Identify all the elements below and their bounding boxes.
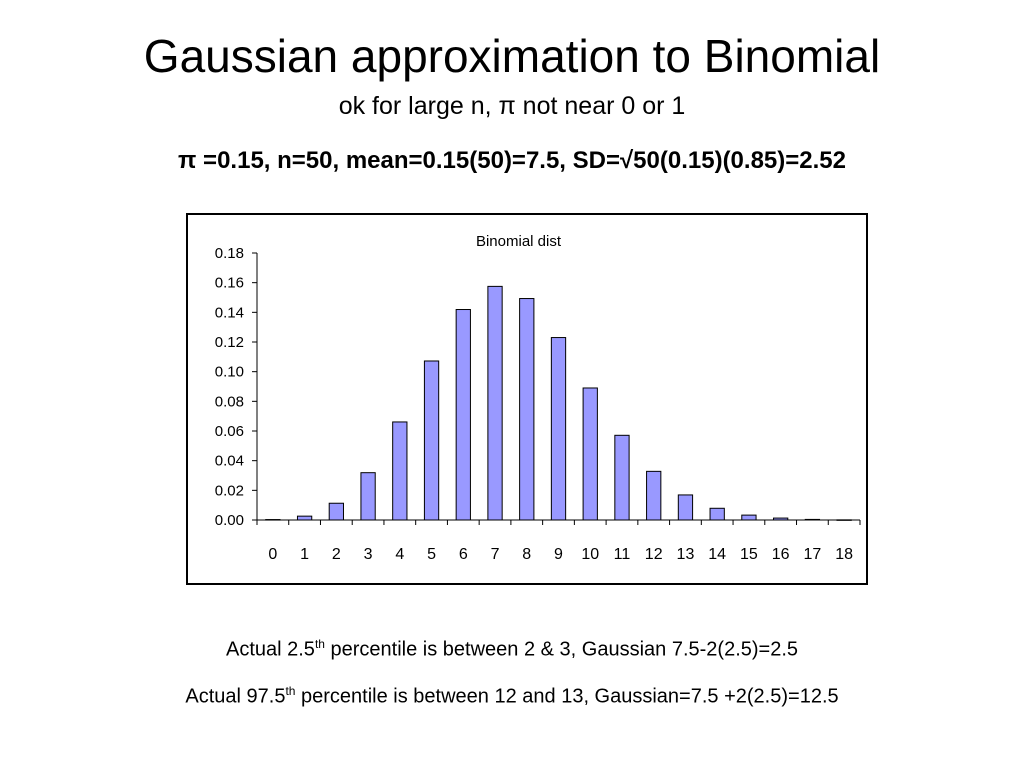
x-tick-label: 9 bbox=[554, 546, 563, 563]
x-tick-label: 6 bbox=[459, 546, 468, 563]
y-tick-label: 0.18 bbox=[215, 245, 244, 262]
y-tick-label: 0.04 bbox=[215, 453, 244, 470]
note-superscript: th bbox=[314, 637, 325, 651]
x-tick-label: 11 bbox=[614, 546, 631, 563]
bar bbox=[265, 519, 281, 521]
note-97-5-percentile: Actual 97.5th percentile is between 12 a… bbox=[0, 677, 1024, 711]
x-tick-label: 3 bbox=[364, 546, 373, 563]
note-2-5-percentile: Actual 2.5th percentile is between 2 & 3… bbox=[0, 630, 1024, 664]
note-superscript: th bbox=[285, 684, 296, 698]
x-tick-label: 18 bbox=[835, 546, 853, 563]
x-tick-label: 5 bbox=[427, 546, 436, 563]
bar bbox=[804, 518, 821, 521]
note-text-start: Actual 2.5 bbox=[225, 638, 315, 661]
note-text-start: Actual 97.5 bbox=[185, 685, 286, 708]
y-tick-label: 0.16 bbox=[215, 275, 244, 292]
bar bbox=[646, 470, 662, 521]
y-tick-label: 0.10 bbox=[215, 364, 244, 381]
bar bbox=[614, 434, 630, 521]
bar bbox=[773, 517, 789, 521]
slide-title: Gaussian approximation to Binomial bbox=[143, 30, 881, 82]
x-tick-label: 2 bbox=[332, 546, 341, 563]
bar bbox=[582, 387, 598, 521]
bar bbox=[741, 514, 757, 521]
bar bbox=[836, 519, 852, 521]
bar bbox=[550, 337, 567, 521]
x-tick-label: 14 bbox=[708, 546, 726, 563]
y-tick-label: 0.06 bbox=[215, 423, 244, 440]
note-text-end: percentile is between 2 & 3, Gaussian 7.… bbox=[324, 638, 799, 661]
x-tick-label: 8 bbox=[522, 546, 531, 563]
bar bbox=[360, 472, 376, 521]
bar bbox=[423, 360, 440, 521]
y-tick-label: 0.02 bbox=[215, 482, 244, 499]
binomial-bar-chart: Binomial dist 0.00 0.02 0.04 0.06 0.08 0.10 0.1… bbox=[215, 233, 861, 563]
chart-title: Binomial dist bbox=[476, 233, 562, 250]
x-tick-label: 13 bbox=[677, 546, 695, 563]
y-tick-label: 0.08 bbox=[215, 393, 244, 410]
chart-frame: Binomial dist 0.00 0.02 0.04 0.06 0.08 0.10 0.1… bbox=[186, 213, 868, 585]
y-tick-label: 0.14 bbox=[215, 304, 244, 321]
bar bbox=[328, 502, 344, 521]
x-tick-label: 15 bbox=[740, 546, 758, 563]
bar bbox=[487, 285, 503, 521]
bar bbox=[519, 298, 535, 521]
slide-subtitle: ok for large n, π not near 0 or 1 bbox=[338, 92, 686, 120]
bar bbox=[709, 507, 725, 521]
y-tick-label: 0.12 bbox=[215, 334, 244, 351]
x-tick-label: 7 bbox=[491, 546, 500, 563]
bar bbox=[677, 494, 694, 521]
bar bbox=[296, 515, 313, 521]
x-tick-label: 0 bbox=[268, 546, 277, 563]
bar bbox=[392, 421, 408, 521]
note-text-end: percentile is between 12 and 13, Gaussia… bbox=[295, 685, 839, 708]
bar bbox=[455, 309, 471, 521]
parameters-line: π =0.15, n=50, mean=0.15(50)=7.5, SD=√50… bbox=[178, 147, 846, 174]
x-tick-label: 17 bbox=[803, 546, 821, 563]
x-tick-label: 1 bbox=[300, 546, 309, 563]
y-tick-label: 0.00 bbox=[215, 512, 244, 529]
x-tick-label: 4 bbox=[395, 546, 404, 563]
x-tick-label: 10 bbox=[581, 546, 599, 563]
x-tick-label: 12 bbox=[645, 546, 663, 563]
x-tick-label: 16 bbox=[772, 546, 790, 563]
